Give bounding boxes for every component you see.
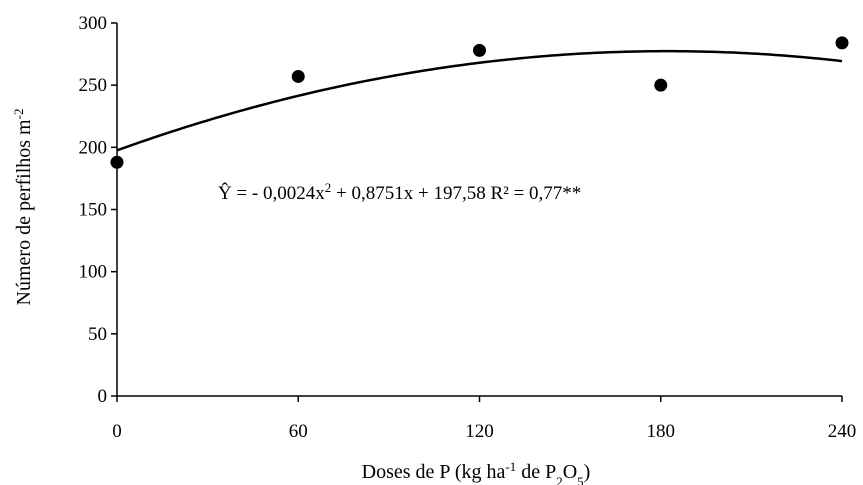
y-tick-label: 150 <box>79 200 108 221</box>
x-axis-title-part-4: ) <box>584 461 591 483</box>
x-axis-title-subscript-1: 2 <box>556 474 563 485</box>
data-point <box>291 69 305 83</box>
x-axis-title-part-2: de P <box>516 461 556 483</box>
data-point <box>473 43 486 57</box>
axes <box>116 23 842 397</box>
data-point <box>654 78 668 92</box>
data-point <box>110 155 124 169</box>
regression-equation: Ŷ = - 0,0024x2 + 0,8751x + 197,58 R² = 0… <box>218 180 581 205</box>
y-tick-label: 100 <box>79 262 108 283</box>
x-axis-ticks: 0 60 120 180 240 <box>112 396 856 442</box>
x-tick-label: 180 <box>647 421 676 442</box>
y-tick-label: 0 <box>98 386 108 407</box>
data-point <box>835 36 849 50</box>
x-axis-title-part-1: Doses de P (kg ha <box>362 461 506 483</box>
x-axis-title: Doses de P (kg ha-1 de P2O5) <box>362 459 591 485</box>
y-axis-title: Número de perfilhos m-2 <box>11 109 36 306</box>
equation-exponent: 2 <box>325 180 332 195</box>
x-tick-label: 240 <box>828 421 857 442</box>
x-axis-title-subscript-2: 5 <box>577 474 584 485</box>
x-axis-title-superscript: -1 <box>505 459 516 474</box>
x-tick-label: 120 <box>465 421 494 442</box>
y-axis-ticks: 0 50 100 150 200 250 300 <box>79 13 117 407</box>
x-tick-label: 60 <box>289 421 308 442</box>
y-tick-label: 50 <box>88 324 107 345</box>
data-points <box>110 36 849 169</box>
y-tick-label: 300 <box>79 13 108 34</box>
equation-part-1: Ŷ = - 0,0024x <box>218 182 325 204</box>
trendline <box>116 49 843 152</box>
x-tick-label: 0 <box>112 421 122 442</box>
y-axis-title-superscript: -2 <box>11 109 26 120</box>
y-axis-title-part-1: Número de perfilhos m <box>13 119 35 306</box>
y-tick-label: 200 <box>79 137 108 158</box>
equation-part-2: + 0,8751x + 197,58 R² = 0,77** <box>331 183 581 204</box>
x-axis-title-part-3: O <box>563 461 577 483</box>
y-tick-label: 250 <box>79 75 108 96</box>
